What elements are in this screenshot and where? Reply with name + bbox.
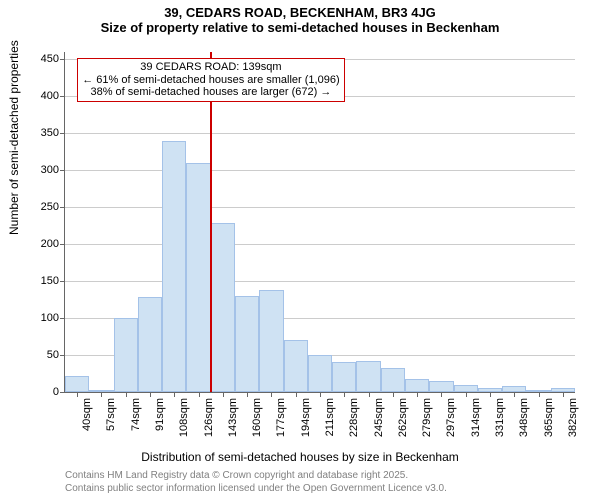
histogram-bar — [332, 362, 356, 392]
histogram-bar — [405, 379, 429, 392]
ytick-label: 100 — [41, 312, 65, 324]
xtick-label: 126sqm — [203, 398, 215, 437]
xtick-label: 314sqm — [470, 398, 482, 437]
xtick-mark — [441, 392, 442, 397]
grid-line — [65, 281, 575, 282]
credits-line1: Contains HM Land Registry data © Crown c… — [65, 470, 447, 483]
annotation-line3: 38% of semi-detached houses are larger (… — [82, 86, 339, 99]
credits: Contains HM Land Registry data © Crown c… — [65, 470, 447, 495]
xtick-label: 279sqm — [421, 398, 433, 437]
xtick-mark — [101, 392, 102, 397]
chart-title-line2: Size of property relative to semi-detach… — [0, 21, 600, 36]
x-axis-label: Distribution of semi-detached houses by … — [0, 450, 600, 464]
chart-title-line1: 39, CEDARS ROAD, BECKENHAM, BR3 4JG — [0, 6, 600, 21]
xtick-label: 40sqm — [81, 398, 93, 431]
xtick-mark — [199, 392, 200, 397]
xtick-label: 382sqm — [567, 398, 579, 437]
histogram-bar — [65, 376, 89, 392]
xtick-mark — [247, 392, 248, 397]
xtick-mark — [393, 392, 394, 397]
xtick-mark — [271, 392, 272, 397]
grid-line — [65, 207, 575, 208]
xtick-label: 245sqm — [373, 398, 385, 437]
xtick-label: 108sqm — [178, 398, 190, 437]
xtick-label: 57sqm — [105, 398, 117, 431]
grid-line — [65, 244, 575, 245]
xtick-mark — [466, 392, 467, 397]
credits-line2: Contains public sector information licen… — [65, 483, 447, 496]
xtick-label: 331sqm — [494, 398, 506, 437]
xtick-label: 91sqm — [154, 398, 166, 431]
xtick-mark — [514, 392, 515, 397]
xtick-mark — [223, 392, 224, 397]
xtick-label: 297sqm — [445, 398, 457, 437]
grid-line — [65, 170, 575, 171]
ytick-label: 350 — [41, 127, 65, 139]
xtick-mark — [296, 392, 297, 397]
histogram-bar — [235, 296, 259, 392]
xtick-mark — [490, 392, 491, 397]
xtick-mark — [369, 392, 370, 397]
y-axis-label: Number of semi-detached properties — [7, 207, 21, 235]
histogram-bar — [162, 141, 186, 392]
y-axis-line — [64, 52, 65, 392]
histogram-bar — [381, 368, 405, 392]
annotation-line1: 39 CEDARS ROAD: 139sqm — [82, 61, 339, 74]
histogram-bar — [259, 290, 283, 392]
xtick-mark — [563, 392, 564, 397]
histogram-bar — [308, 355, 332, 392]
xtick-label: 365sqm — [543, 398, 555, 437]
grid-line — [65, 133, 575, 134]
annotation-box: 39 CEDARS ROAD: 139sqm← 61% of semi-deta… — [77, 58, 344, 102]
xtick-mark — [344, 392, 345, 397]
xtick-label: 177sqm — [275, 398, 287, 437]
xtick-label: 194sqm — [300, 398, 312, 437]
xtick-mark — [77, 392, 78, 397]
annotation-line2: ← 61% of semi-detached houses are smalle… — [82, 74, 339, 87]
xtick-mark — [174, 392, 175, 397]
histogram-bar — [211, 223, 235, 392]
ytick-label: 300 — [41, 164, 65, 176]
marker-line — [210, 52, 212, 392]
xtick-mark — [417, 392, 418, 397]
histogram-bar — [186, 163, 210, 392]
chart-title: 39, CEDARS ROAD, BECKENHAM, BR3 4JGSize … — [0, 6, 600, 36]
xtick-label: 143sqm — [227, 398, 239, 437]
histogram-bar — [284, 340, 308, 392]
ytick-label: 400 — [41, 90, 65, 102]
histogram-bar — [114, 318, 138, 392]
histogram-bar — [138, 297, 162, 392]
xtick-mark — [539, 392, 540, 397]
ytick-label: 50 — [47, 349, 65, 361]
xtick-label: 228sqm — [348, 398, 360, 437]
xtick-mark — [320, 392, 321, 397]
xtick-mark — [126, 392, 127, 397]
histogram-bar — [454, 385, 478, 392]
xtick-label: 211sqm — [324, 398, 336, 436]
xtick-label: 74sqm — [130, 398, 142, 431]
xtick-mark — [150, 392, 151, 397]
plot-area: 05010015020025030035040045040sqm57sqm74s… — [65, 52, 575, 392]
histogram-bar — [356, 361, 380, 392]
histogram-bar — [429, 381, 453, 392]
ytick-label: 450 — [41, 53, 65, 65]
xtick-label: 262sqm — [397, 398, 409, 437]
ytick-label: 150 — [41, 275, 65, 287]
xtick-label: 160sqm — [251, 398, 263, 437]
ytick-label: 250 — [41, 201, 65, 213]
ytick-label: 200 — [41, 238, 65, 250]
xtick-label: 348sqm — [518, 398, 530, 437]
